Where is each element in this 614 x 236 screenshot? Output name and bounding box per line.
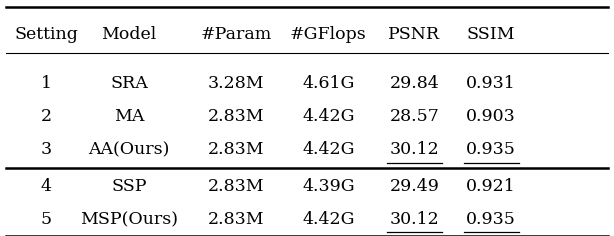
Text: 4.61G: 4.61G xyxy=(302,75,355,92)
Text: #GFlops: #GFlops xyxy=(290,26,367,43)
Text: 0.935: 0.935 xyxy=(466,141,516,158)
Text: 1: 1 xyxy=(41,75,52,92)
Text: Model: Model xyxy=(101,26,157,43)
Text: 5: 5 xyxy=(41,211,52,228)
Text: 2: 2 xyxy=(41,108,52,125)
Text: 0.921: 0.921 xyxy=(466,178,516,195)
Text: Setting: Setting xyxy=(14,26,78,43)
Text: 2.83M: 2.83M xyxy=(208,211,265,228)
Text: 0.931: 0.931 xyxy=(466,75,516,92)
Text: 28.57: 28.57 xyxy=(389,108,440,125)
Text: MSP(Ours): MSP(Ours) xyxy=(80,211,178,228)
Text: MA: MA xyxy=(114,108,144,125)
Text: 0.903: 0.903 xyxy=(466,108,516,125)
Text: 2.83M: 2.83M xyxy=(208,141,265,158)
Text: 3: 3 xyxy=(41,141,52,158)
Text: 4.42G: 4.42G xyxy=(302,211,355,228)
Text: 4.39G: 4.39G xyxy=(302,178,355,195)
Text: 29.84: 29.84 xyxy=(389,75,440,92)
Text: SSIM: SSIM xyxy=(467,26,516,43)
Text: SRA: SRA xyxy=(110,75,148,92)
Text: 29.49: 29.49 xyxy=(389,178,440,195)
Text: 4: 4 xyxy=(41,178,52,195)
Text: 2.83M: 2.83M xyxy=(208,108,265,125)
Text: 30.12: 30.12 xyxy=(389,211,440,228)
Text: 0.935: 0.935 xyxy=(466,211,516,228)
Text: PSNR: PSNR xyxy=(389,26,440,43)
Text: 4.42G: 4.42G xyxy=(302,108,355,125)
Text: 2.83M: 2.83M xyxy=(208,178,265,195)
Text: 4.42G: 4.42G xyxy=(302,141,355,158)
Text: 3.28M: 3.28M xyxy=(208,75,265,92)
Text: #Param: #Param xyxy=(201,26,272,43)
Text: 30.12: 30.12 xyxy=(389,141,440,158)
Text: SSP: SSP xyxy=(111,178,147,195)
Text: AA(Ours): AA(Ours) xyxy=(88,141,169,158)
